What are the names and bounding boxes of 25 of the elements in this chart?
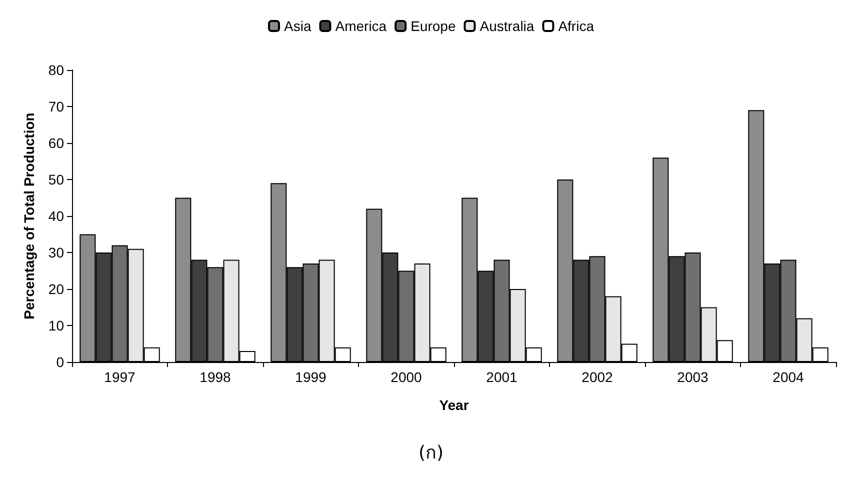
y-tick-label: 60 — [48, 135, 64, 151]
y-tick-label: 50 — [48, 172, 64, 188]
x-tick-label: 2003 — [677, 369, 709, 385]
legend-label: Europe — [410, 18, 456, 34]
legend-label: Asia — [284, 18, 312, 34]
x-tick-label: 2002 — [582, 369, 614, 385]
x-tick-label: 2000 — [390, 369, 422, 385]
x-tick-label: 2001 — [486, 369, 518, 385]
y-tick-label: 80 — [48, 62, 64, 78]
legend-label: Africa — [558, 18, 594, 34]
y-axis-title: Percentage of Total Production — [21, 112, 37, 320]
x-axis-title: Year — [439, 397, 470, 413]
legend-label: America — [335, 18, 387, 34]
x-tick-label: 1997 — [104, 369, 136, 385]
y-tick-label: 70 — [48, 98, 64, 114]
x-tick-label: 2004 — [772, 369, 804, 385]
legend-label: Australia — [480, 18, 534, 34]
y-tick-label: 0 — [56, 354, 64, 370]
x-tick-label: 1998 — [200, 369, 232, 385]
y-tick-label: 10 — [48, 318, 64, 334]
x-tick-label: 1999 — [295, 369, 327, 385]
y-tick-label: 40 — [48, 208, 64, 224]
text: (ก) — [418, 442, 444, 464]
y-tick-label: 20 — [48, 281, 64, 297]
y-tick-label: 30 — [48, 244, 64, 260]
